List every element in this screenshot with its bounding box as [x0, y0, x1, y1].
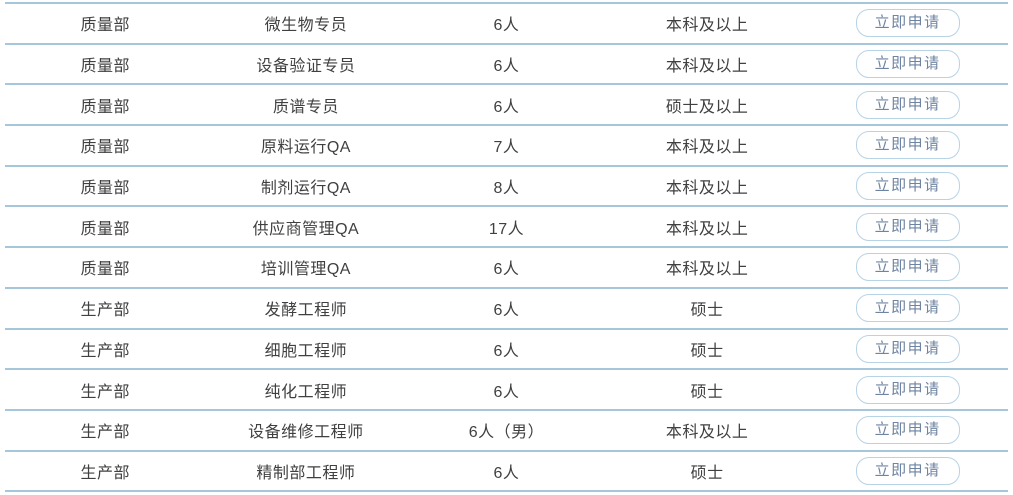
- apply-now-button[interactable]: 立即申请: [855, 334, 960, 363]
- education-cell: 硕士: [690, 383, 724, 401]
- headcount-cell: 8人: [493, 180, 520, 198]
- department-cell: 生产部: [80, 302, 131, 320]
- table-row: 生产部 细胞工程师 6人 硕士 立即申请: [5, 329, 1008, 371]
- department-cell: 生产部: [80, 424, 131, 442]
- department-cell: 质量部: [80, 58, 131, 76]
- apply-now-button[interactable]: 立即申请: [855, 253, 960, 282]
- action-cell: 立即申请: [807, 334, 1008, 363]
- table-row: 质量部 质谱专员 6人 硕士及以上 立即申请: [5, 85, 1008, 127]
- department-cell: 生产部: [80, 464, 131, 482]
- headcount-cell: 6人: [493, 261, 520, 279]
- apply-now-button[interactable]: 立即申请: [855, 212, 960, 241]
- action-cell: 立即申请: [807, 9, 1008, 38]
- action-cell: 立即申请: [807, 456, 1008, 485]
- position-cell: 培训管理QA: [260, 261, 351, 279]
- position-cell: 精制部工程师: [256, 464, 356, 482]
- department-cell: 质量部: [80, 220, 131, 238]
- apply-now-button[interactable]: 立即申请: [855, 456, 960, 485]
- position-cell: 纯化工程师: [264, 383, 348, 401]
- table-row: 质量部 微生物专员 6人 本科及以上 立即申请: [5, 4, 1008, 45]
- action-cell: 立即申请: [807, 375, 1008, 404]
- headcount-cell: 6人: [493, 98, 520, 116]
- education-cell: 硕士: [690, 302, 724, 320]
- education-cell: 硕士及以上: [665, 98, 749, 116]
- education-cell: 本科及以上: [665, 17, 749, 35]
- table-row: 生产部 纯化工程师 6人 硕士 立即申请: [5, 370, 1008, 411]
- education-cell: 本科及以上: [665, 261, 749, 279]
- education-cell: 硕士: [690, 464, 724, 482]
- headcount-cell: 6人: [493, 464, 520, 482]
- position-cell: 细胞工程师: [264, 342, 348, 360]
- department-cell: 质量部: [80, 98, 131, 116]
- apply-now-button[interactable]: 立即申请: [855, 416, 960, 445]
- education-cell: 本科及以上: [665, 180, 749, 198]
- table-row: 质量部 设备验证专员 6人 本科及以上 立即申请: [5, 44, 1008, 86]
- position-cell: 设备维修工程师: [248, 424, 364, 442]
- position-cell: 设备验证专员: [256, 58, 356, 76]
- action-cell: 立即申请: [807, 50, 1008, 79]
- job-listings-table: 质量部 微生物专员 6人 本科及以上 立即申请 质量部 设备验证专员 6人 本科及以上 立即申请质…: [5, 2, 1008, 493]
- department-cell: 质量部: [80, 261, 131, 279]
- education-cell: 本科及以上: [665, 220, 749, 238]
- headcount-cell: 17人: [488, 220, 525, 238]
- department-cell: 质量部: [80, 180, 131, 198]
- headcount-cell: 6人: [493, 17, 520, 35]
- apply-now-button[interactable]: 立即申请: [855, 90, 960, 119]
- apply-now-button[interactable]: 立即申请: [855, 294, 960, 323]
- action-cell: 立即申请: [807, 90, 1008, 119]
- table-row: 质量部 培训管理QA 6人 本科及以上 立即申请: [5, 248, 1008, 289]
- headcount-cell: 6人: [493, 342, 520, 360]
- action-cell: 立即申请: [807, 131, 1008, 160]
- department-cell: 质量部: [80, 17, 131, 35]
- department-cell: 生产部: [80, 342, 131, 360]
- position-cell: 供应商管理QA: [252, 220, 360, 238]
- education-cell: 本科及以上: [665, 58, 749, 76]
- education-cell: 本科及以上: [665, 139, 749, 157]
- education-cell: 硕士: [690, 342, 724, 360]
- table-row: 生产部 发酵工程师 6人 硕士 立即申请: [5, 288, 1008, 330]
- headcount-cell: 6人（男）: [468, 424, 545, 442]
- table-row: 质量部 原料运行QA 7人 本科及以上 立即申请: [5, 126, 1008, 167]
- apply-now-button[interactable]: 立即申请: [855, 172, 960, 201]
- headcount-cell: 7人: [493, 139, 520, 157]
- action-cell: 立即申请: [807, 294, 1008, 323]
- apply-now-button[interactable]: 立即申请: [855, 131, 960, 160]
- headcount-cell: 6人: [493, 58, 520, 76]
- action-cell: 立即申请: [807, 212, 1008, 241]
- position-cell: 微生物专员: [264, 17, 348, 35]
- position-cell: 原料运行QA: [260, 139, 351, 157]
- position-cell: 质谱专员: [272, 98, 339, 116]
- table-row: 质量部 制剂运行QA 8人 本科及以上 立即申请: [5, 166, 1008, 208]
- position-cell: 发酵工程师: [264, 302, 348, 320]
- table-row: 生产部 设备维修工程师 6人（男） 本科及以上 立即申请: [5, 410, 1008, 452]
- department-cell: 生产部: [80, 383, 131, 401]
- headcount-cell: 6人: [493, 302, 520, 320]
- action-cell: 立即申请: [807, 172, 1008, 201]
- apply-now-button[interactable]: 立即申请: [855, 9, 960, 38]
- action-cell: 立即申请: [807, 253, 1008, 282]
- apply-now-button[interactable]: 立即申请: [855, 50, 960, 79]
- action-cell: 立即申请: [807, 416, 1008, 445]
- headcount-cell: 6人: [493, 383, 520, 401]
- apply-now-button[interactable]: 立即申请: [855, 375, 960, 404]
- position-cell: 制剂运行QA: [260, 180, 351, 198]
- table-row: 生产部 精制部工程师 6人 硕士 立即申请: [5, 451, 1008, 493]
- table-row: 质量部 供应商管理QA 17人 本科及以上 立即申请: [5, 207, 1008, 249]
- department-cell: 质量部: [80, 139, 131, 157]
- education-cell: 本科及以上: [665, 424, 749, 442]
